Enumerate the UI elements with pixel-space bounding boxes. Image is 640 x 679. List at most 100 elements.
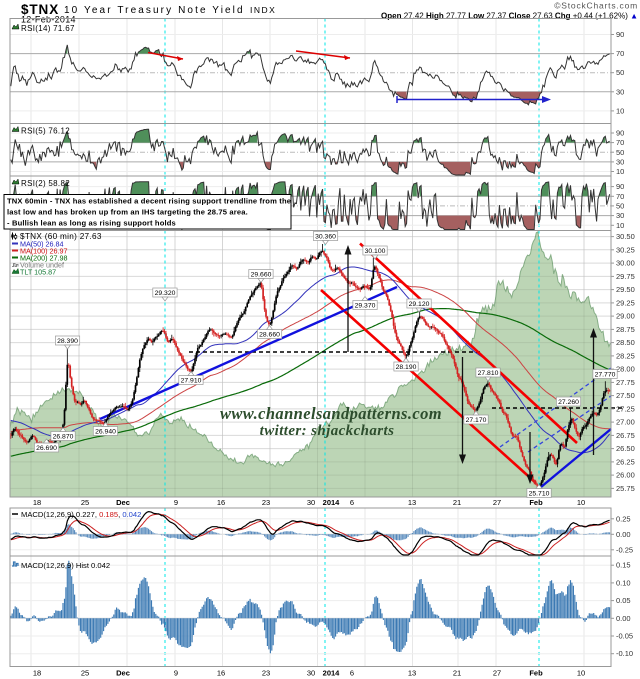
svg-text:30: 30 [616,87,624,96]
svg-text:30.25: 30.25 [616,245,635,254]
svg-text:16: 16 [217,669,225,678]
svg-text:27.25: 27.25 [616,404,635,413]
svg-text:27: 27 [493,498,501,507]
svg-text:27.910: 27.910 [181,378,202,385]
svg-text:10 Year Treasury Note Yield: 10 Year Treasury Note Yield [64,5,245,16]
svg-text:29.25: 29.25 [616,298,635,307]
svg-text:-0.05: -0.05 [616,632,633,641]
svg-text:MACD(12,26,9) 0.227, 0.185, 0.: MACD(12,26,9) 0.227, 0.185, 0.042 [21,510,141,519]
svg-text:25.710: 25.710 [529,491,550,498]
svg-text:10: 10 [616,106,624,115]
svg-text:28.50: 28.50 [616,338,635,347]
svg-text:27.810: 27.810 [478,370,499,377]
svg-text:MA(100) 26.97: MA(100) 26.97 [20,247,68,256]
svg-text:70: 70 [616,49,624,58]
svg-text:90: 90 [616,30,624,39]
svg-text:29.00: 29.00 [616,312,635,321]
svg-text:23: 23 [262,498,270,507]
svg-text:90: 90 [616,129,624,138]
svg-text:Dec: Dec [116,498,130,507]
svg-text:30.100: 30.100 [365,248,386,255]
svg-text:9: 9 [174,498,178,507]
svg-text:Open 27.42 High 27.77 Low 27.3: Open 27.42 High 27.77 Low 27.37 Close 27… [381,12,638,21]
svg-text:29.320: 29.320 [155,290,176,297]
svg-text:TNX 60min - TNX has establishe: TNX 60min - TNX has established a decent… [7,197,291,206]
svg-text:30: 30 [616,157,624,166]
svg-text:30.50: 30.50 [616,232,635,241]
svg-text:28.190: 28.190 [396,364,417,371]
svg-text:16: 16 [217,498,225,507]
svg-text:26.870: 26.870 [53,434,74,441]
svg-text:twitter: shjackcharts: twitter: shjackcharts [260,423,395,439]
svg-text:0.10: 0.10 [616,578,631,587]
svg-text:INDX: INDX [250,5,276,15]
svg-text:2014: 2014 [323,498,341,507]
svg-text:26.690: 26.690 [36,445,57,452]
svg-text:10: 10 [616,167,624,176]
svg-text:30: 30 [307,498,315,507]
svg-text:90: 90 [616,182,624,191]
svg-text:0.25: 0.25 [616,514,631,523]
svg-text:Dec: Dec [116,669,130,678]
svg-text:27.170: 27.170 [466,417,487,424]
svg-text:13: 13 [408,669,416,678]
svg-text:30: 30 [616,211,624,220]
svg-text:RSI(5) 76.12: RSI(5) 76.12 [21,127,70,136]
svg-text:$TNX: $TNX [21,2,59,17]
svg-text:25: 25 [81,498,89,507]
svg-text:26.00: 26.00 [616,471,635,480]
svg-text:27.260: 27.260 [558,399,579,406]
svg-text:29.50: 29.50 [616,285,635,294]
svg-text:29.75: 29.75 [616,272,635,281]
svg-text:21: 21 [453,669,461,678]
svg-text:Volume undef: Volume undef [20,261,64,270]
svg-text:MA(200) 27.98: MA(200) 27.98 [20,254,68,263]
svg-text:27.770: 27.770 [595,372,616,379]
svg-text:TLT 105.87: TLT 105.87 [20,268,56,277]
svg-text:13: 13 [408,498,416,507]
svg-text:29.370: 29.370 [355,303,376,310]
svg-text:MA(50) 26.84: MA(50) 26.84 [20,240,64,249]
svg-text:- Bullish lean as long as risi: - Bullish lean as long as rising support… [7,219,176,228]
svg-text:30: 30 [307,669,315,678]
svg-text:28.25: 28.25 [616,351,635,360]
svg-text:28.00: 28.00 [616,365,635,374]
svg-text:28.390: 28.390 [57,338,78,345]
svg-text:50: 50 [616,148,624,157]
svg-text:28.660: 28.660 [259,332,280,339]
svg-text:27.50: 27.50 [616,391,635,400]
svg-text:70: 70 [616,192,624,201]
svg-text:12-Feb-2014: 12-Feb-2014 [21,15,76,25]
svg-text:6: 6 [350,498,354,507]
svg-text:26.25: 26.25 [616,457,635,466]
svg-text:0.00: 0.00 [616,614,631,623]
svg-text:70: 70 [616,138,624,147]
svg-text:RSI(2) 58.82: RSI(2) 58.82 [21,179,70,188]
svg-text:©StockCharts.com: ©StockCharts.com [554,1,638,11]
svg-text:30.00: 30.00 [616,259,635,268]
svg-text:27.00: 27.00 [616,418,635,427]
svg-text:29.660: 29.660 [251,272,272,279]
svg-text:10: 10 [577,498,585,507]
svg-text:10: 10 [616,221,624,230]
svg-text:$TNX (60 min) 27.63: $TNX (60 min) 27.63 [20,232,102,241]
svg-text:last low and has broken up fro: last low and has broken up from an IHS t… [7,208,248,217]
svg-text:RSI(14) 71.67: RSI(14) 71.67 [21,24,75,33]
svg-text:21: 21 [453,498,461,507]
svg-text:0.00: 0.00 [616,530,631,539]
svg-text:29.120: 29.120 [409,301,430,308]
svg-text:10: 10 [577,669,585,678]
svg-text:Feb: Feb [529,498,543,507]
svg-text:18: 18 [33,498,41,507]
svg-text:0.05: 0.05 [616,596,631,605]
svg-text:25: 25 [81,669,89,678]
svg-text:50: 50 [616,201,624,210]
svg-text:Feb: Feb [529,669,543,678]
svg-text:www.channelsandpatterns.com: www.channelsandpatterns.com [220,404,442,423]
svg-text:23: 23 [262,669,270,678]
svg-text:26.50: 26.50 [616,444,635,453]
svg-text:50: 50 [616,68,624,77]
svg-text:18: 18 [33,669,41,678]
svg-text:26.75: 26.75 [616,431,635,440]
svg-text:MACD(12,26,9) Hist 0.042: MACD(12,26,9) Hist 0.042 [21,561,110,570]
